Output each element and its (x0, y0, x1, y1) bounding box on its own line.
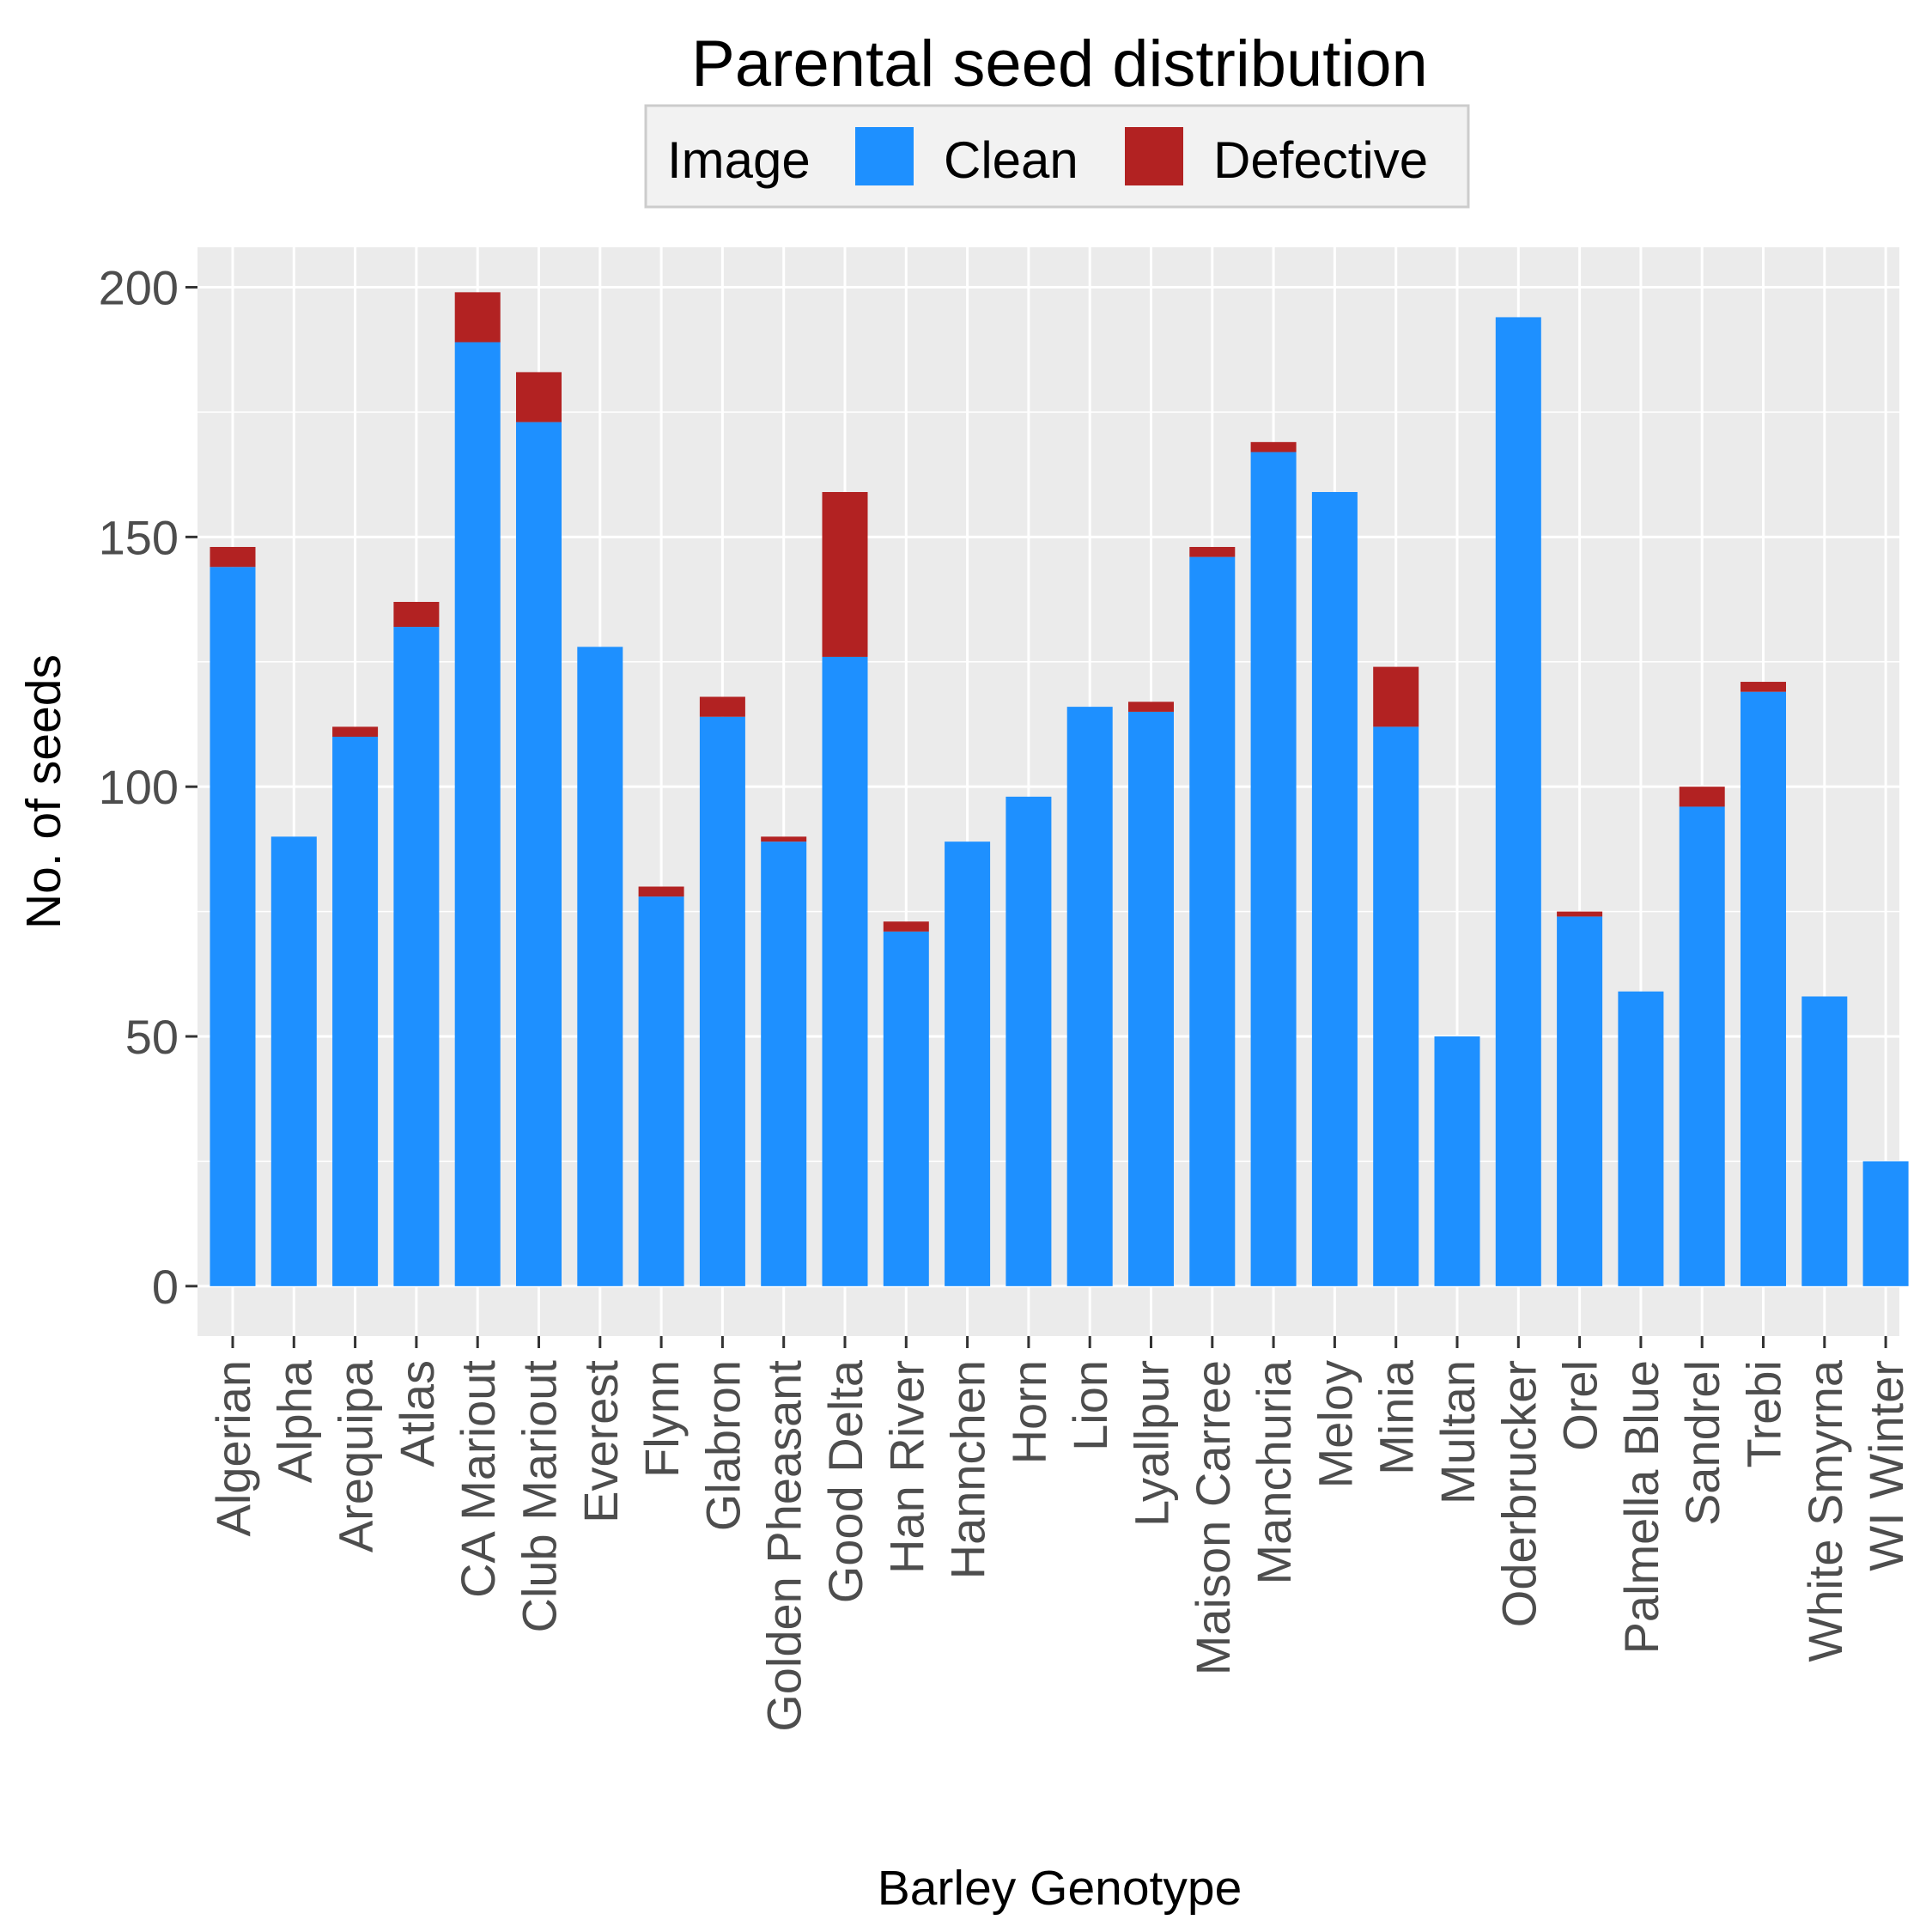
bar-clean (393, 627, 440, 1286)
bar-clean (210, 567, 256, 1286)
x-axis-title: Barley Genotype (878, 1861, 1242, 1916)
x-tick-label: Meloy (1308, 1360, 1362, 1488)
bar-defective (454, 292, 501, 343)
x-tick-label: Flynn (635, 1360, 689, 1478)
bar-defective (1679, 787, 1725, 807)
x-tick-label: Han River (879, 1360, 933, 1574)
bar-defective (822, 492, 868, 657)
bar-defective (1128, 702, 1174, 712)
bar-clean (1741, 691, 1786, 1286)
bar-clean (1189, 556, 1236, 1286)
y-tick-label: 100 (99, 760, 179, 814)
bar-clean (1557, 916, 1603, 1286)
bar-clean (577, 647, 623, 1286)
x-tick-label: WI Winter (1859, 1360, 1913, 1571)
bar-clean (1679, 806, 1725, 1286)
x-tick-label: Arequipa (329, 1359, 383, 1552)
bar-clean (883, 931, 929, 1286)
bar-defective (699, 696, 745, 717)
y-tick-label: 200 (99, 261, 179, 315)
x-tick-label: Alpha (267, 1359, 321, 1483)
y-tick-label: 150 (99, 510, 179, 564)
bar-defective (1373, 666, 1419, 727)
bar-clean (270, 836, 317, 1286)
legend: Image Clean Defective (644, 104, 1470, 209)
bar-clean (332, 737, 379, 1286)
x-tick-label: Multan (1431, 1360, 1485, 1504)
bar-clean (1005, 796, 1052, 1286)
x-tick-label: Horn (1002, 1360, 1056, 1464)
bar-defective (1250, 441, 1297, 453)
y-axis: 0 50 100 150 200 (99, 261, 197, 1314)
legend-label-defective: Defective (1213, 131, 1428, 189)
y-axis-title: No. of seeds (16, 654, 71, 929)
x-tick-label: Club Mariout (513, 1360, 567, 1633)
bar-clean (822, 656, 868, 1286)
legend-box (644, 104, 1470, 209)
x-tick-label: Glabron (696, 1360, 750, 1531)
bar-clean (761, 841, 807, 1286)
bar-clean (945, 841, 991, 1286)
x-tick-label: Good Delta (818, 1359, 872, 1603)
bar-defective (638, 886, 684, 897)
x-tick-label: Hannchen (941, 1360, 995, 1579)
x-tick-label: Trebi (1737, 1360, 1791, 1468)
bar-defective (210, 546, 256, 568)
bar-clean (1801, 996, 1848, 1286)
bar-clean (638, 896, 684, 1286)
bar-clean (516, 422, 562, 1286)
legend-title: Image (667, 131, 811, 189)
x-tick-label: Lion (1063, 1360, 1117, 1451)
x-tick-label: Oderbrucker (1492, 1360, 1546, 1627)
x-tick-label: Palmella Blue (1614, 1360, 1668, 1654)
bar-defective (761, 836, 807, 842)
bar-clean (1495, 317, 1541, 1286)
chart-title: Parental seed distribution (691, 27, 1428, 100)
y-tick-label: 50 (125, 1010, 179, 1064)
x-tick-label: Sandrel (1675, 1360, 1729, 1526)
bars (210, 292, 1909, 1286)
bar-defective (1557, 911, 1603, 917)
x-axis: Algerian Alpha Arequipa Atlas CA Mariout Club… (206, 1336, 1913, 1732)
bar-clean (1618, 991, 1664, 1286)
bar-defective (883, 921, 929, 932)
x-tick-label: Manchuria (1247, 1359, 1301, 1584)
x-tick-label: White Smyrna (1798, 1359, 1852, 1662)
bar-clean (1250, 452, 1297, 1286)
x-tick-label: Atlas (390, 1360, 444, 1467)
bar-clean (1128, 711, 1174, 1286)
y-tick-label: 0 (152, 1260, 179, 1314)
bar-defective (393, 601, 440, 628)
bar-clean (699, 716, 745, 1286)
bar-clean (454, 342, 501, 1286)
legend-swatch-defective (1125, 127, 1183, 185)
x-tick-label: Maison Carree (1186, 1360, 1240, 1675)
bar-clean (1434, 1036, 1480, 1286)
bar-clean (1311, 492, 1358, 1286)
legend-swatch-clean (855, 127, 914, 185)
x-tick-label: Golden Pheasant (757, 1360, 811, 1732)
x-tick-label: Minia (1370, 1359, 1424, 1475)
x-tick-label: Orel (1553, 1360, 1607, 1451)
bar-defective (1189, 546, 1236, 557)
legend-label-clean: Clean (944, 131, 1078, 189)
bar-clean (1066, 707, 1113, 1286)
x-tick-label: Algerian (206, 1360, 260, 1536)
bar-defective (516, 372, 562, 422)
bar-clean (1373, 726, 1419, 1286)
bar-defective (332, 726, 379, 738)
x-tick-label: CA Mariout (451, 1360, 505, 1598)
x-tick-label: Everest (574, 1360, 628, 1523)
bar-clean (1862, 1161, 1909, 1286)
x-tick-label: Lyallpur (1125, 1360, 1179, 1527)
bar-defective (1741, 682, 1786, 692)
